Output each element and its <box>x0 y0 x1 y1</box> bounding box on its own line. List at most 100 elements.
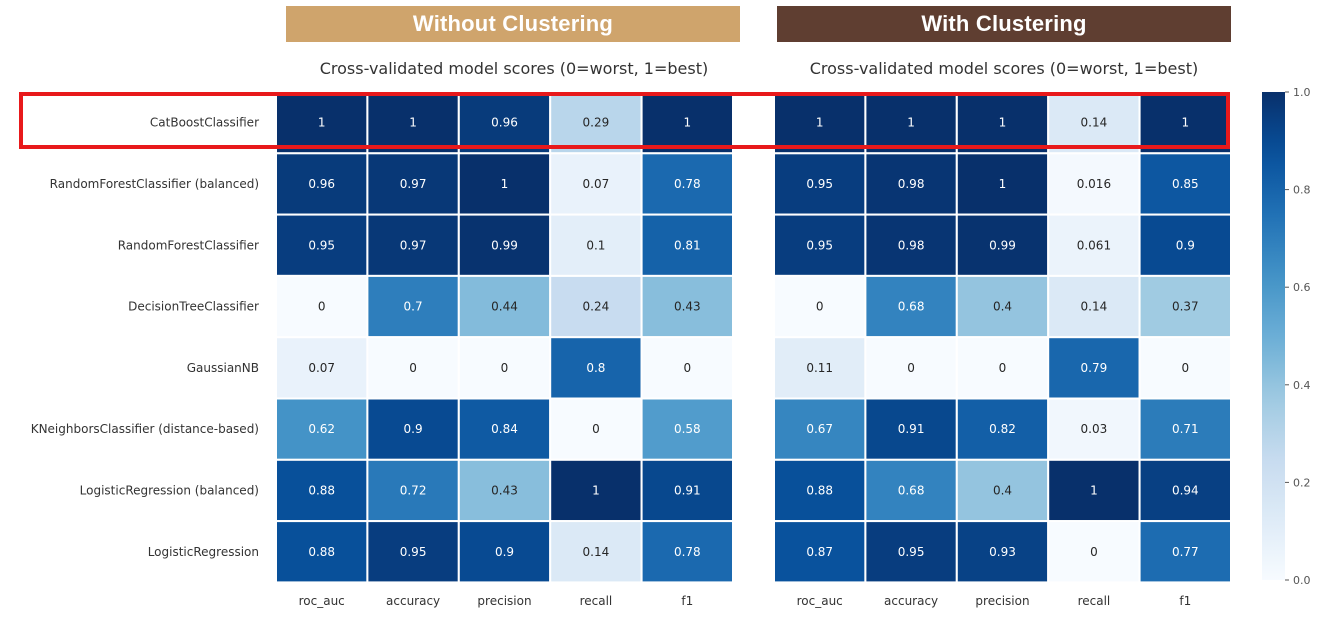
cell-value: 0 <box>409 361 417 375</box>
heatmap-cell <box>549 458 643 523</box>
heatmap-cell <box>366 520 460 584</box>
cell-value: 0.88 <box>806 483 833 497</box>
column-label: roc_auc <box>797 594 843 608</box>
cell-value: 0.68 <box>898 300 925 314</box>
cell-value: 0.97 <box>400 238 427 252</box>
heatmap-cell <box>1138 397 1232 461</box>
cell-value: 1 <box>501 177 509 191</box>
heatmap-cell <box>773 152 867 216</box>
cell-value: 0.98 <box>898 177 925 191</box>
heatmap-cell <box>457 520 552 584</box>
cell-value: 0 <box>1181 361 1189 375</box>
cell-value: 1 <box>1090 483 1098 497</box>
cell-value: 0.79 <box>1081 361 1108 375</box>
cell-value: 0.14 <box>1081 116 1108 130</box>
heatmap-cell <box>457 213 552 277</box>
cell-value: 0.016 <box>1077 177 1111 191</box>
heatmap-cell <box>864 336 958 400</box>
heatmap-cell <box>640 458 734 523</box>
cell-value: 0 <box>1090 545 1098 559</box>
row-label: RandomForestClassifier <box>118 238 259 252</box>
heatmap-cell <box>1138 274 1232 339</box>
heatmap-cell <box>275 213 369 277</box>
heatmap-cell <box>549 520 643 584</box>
heatmap-cell <box>640 274 734 339</box>
heatmap-cell <box>1047 274 1141 339</box>
cell-value: 0.98 <box>898 238 925 252</box>
heatmap-cell <box>457 91 552 155</box>
heatmap-right-title: Cross-validated model scores (0=worst, 1… <box>809 58 1199 78</box>
heatmap-cell <box>1047 336 1141 400</box>
heatmap-cell <box>773 397 867 461</box>
cell-value: 0 <box>816 300 824 314</box>
cell-value: 1 <box>999 177 1007 191</box>
colorbar-tick-label: 0.4 <box>1293 379 1311 392</box>
cell-value: 0.78 <box>674 545 701 559</box>
heatmap-cell <box>457 274 552 339</box>
cell-value: 0.95 <box>308 238 335 252</box>
colorbar <box>1262 92 1285 580</box>
heatmap-cell <box>275 152 369 216</box>
cell-value: 0.95 <box>806 177 833 191</box>
heatmap-cell <box>1047 520 1141 584</box>
colorbar-tick-label: 0.8 <box>1293 184 1311 197</box>
heatmap-cell <box>1138 458 1232 523</box>
heatmap-cell <box>549 213 643 277</box>
heatmap-cell <box>1138 91 1232 155</box>
heatmap-cell <box>773 520 867 584</box>
cell-value: 0.97 <box>400 177 427 191</box>
cell-value: 0.94 <box>1172 483 1199 497</box>
cell-value: 1 <box>816 116 824 130</box>
cell-value: 0.78 <box>674 177 701 191</box>
cell-value: 0.4 <box>993 483 1012 497</box>
column-label: f1 <box>681 594 693 608</box>
column-label: recall <box>1078 594 1111 608</box>
cell-value: 1 <box>592 483 600 497</box>
heatmap-cell <box>864 152 958 216</box>
column-label: recall <box>580 594 613 608</box>
cell-value: 0.99 <box>989 238 1016 252</box>
heatmap-cell <box>864 520 958 584</box>
cell-value: 0.44 <box>491 300 518 314</box>
cell-value: 0.43 <box>491 483 518 497</box>
cell-value: 1 <box>683 116 691 130</box>
row-label: KNeighborsClassifier (distance-based) <box>31 422 259 436</box>
cell-value: 0.95 <box>806 238 833 252</box>
cell-value: 0 <box>683 361 691 375</box>
heatmap-cell <box>275 274 369 339</box>
cell-value: 0.43 <box>674 300 701 314</box>
heatmap-cell <box>1138 336 1232 400</box>
cell-value: 0.9 <box>1176 238 1195 252</box>
heatmap-cell <box>1138 213 1232 277</box>
cell-value: 0.4 <box>993 300 1012 314</box>
cell-value: 0.37 <box>1172 300 1199 314</box>
cell-value: 0.14 <box>583 545 610 559</box>
column-label: accuracy <box>386 594 440 608</box>
cell-value: 0.99 <box>491 238 518 252</box>
column-label: roc_auc <box>299 594 345 608</box>
cell-value: 0.87 <box>806 545 833 559</box>
row-label: LogisticRegression (balanced) <box>80 483 259 497</box>
cell-value: 0.91 <box>674 483 701 497</box>
heatmap-cell <box>640 520 734 584</box>
colorbar-tick-label: 0.6 <box>1293 281 1311 294</box>
cell-value: 0.7 <box>404 300 423 314</box>
cell-value: 0.91 <box>898 422 925 436</box>
row-label: DecisionTreeClassifier <box>128 300 259 314</box>
heatmap-cell <box>773 274 867 339</box>
heatmap-cell <box>366 336 460 400</box>
colorbar-tick-label: 0.0 <box>1293 574 1311 587</box>
heatmap-cell <box>955 91 1050 155</box>
heatmap-cell <box>640 152 734 216</box>
cell-value: 0.9 <box>495 545 514 559</box>
heatmap-cell <box>773 336 867 400</box>
colorbar-tick-label: 1.0 <box>1293 86 1311 99</box>
heatmap-cell <box>275 397 369 461</box>
cell-value: 1 <box>318 116 326 130</box>
column-label: precision <box>975 594 1029 608</box>
cell-value: 0 <box>999 361 1007 375</box>
heatmap-cell <box>457 397 552 461</box>
cell-value: 0.07 <box>308 361 335 375</box>
row-label: LogisticRegression <box>148 545 259 559</box>
cell-value: 0.96 <box>308 177 335 191</box>
